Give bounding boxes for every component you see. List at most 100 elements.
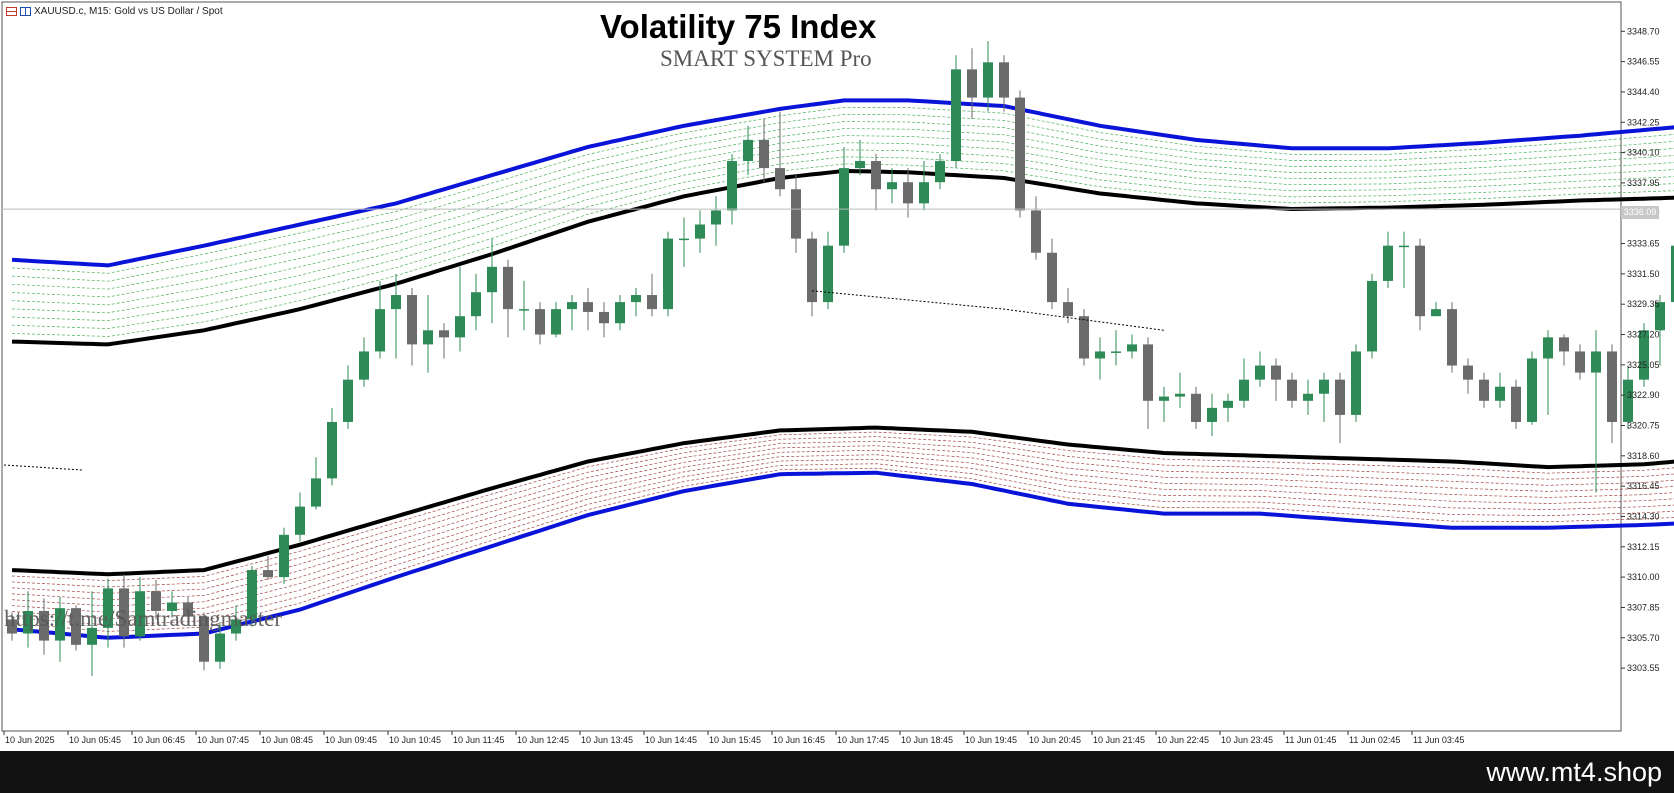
candle-body [391,295,401,310]
y-tick-label: 3307.85 [1627,602,1660,612]
y-tick-label: 3327.20 [1627,330,1660,340]
candle-body [1175,393,1185,397]
candle-body [1111,351,1121,353]
candle-body [455,316,465,338]
candle-body [823,245,833,303]
candle-body [983,62,993,98]
candle-body [1447,309,1457,366]
chart-type-icon[interactable] [20,7,31,16]
candle-body [311,478,321,507]
y-tick-label: 3342.25 [1627,117,1660,127]
candle-body [1239,379,1249,401]
candle-body [567,302,577,310]
candle-body [1655,302,1665,331]
y-tick-label: 3340.10 [1627,148,1660,158]
y-tick-label: 3314.30 [1627,511,1660,521]
upper-band-line [11,98,1674,268]
x-tick-label: 10 Jun 16:45 [773,735,825,745]
candle-body [1191,393,1201,422]
candle-body [631,295,641,303]
candle-body [951,69,961,162]
x-tick-label: 11 Jun 02:45 [1349,735,1400,745]
y-tick-label: 3322.90 [1627,390,1660,400]
candle-body [87,627,97,645]
plot-frame [1,1,1622,732]
upper-band-fill-line [11,121,1674,290]
candle-body [215,633,225,662]
lower-band-fill-line [11,436,1674,588]
candle-body [599,311,609,324]
y-tick-label: 3320.75 [1627,420,1660,430]
candle-body [1543,337,1553,359]
dotted-line [3,464,83,471]
candle-body [135,591,145,637]
footer-site-link[interactable]: www.mt4.shop [1486,757,1662,787]
x-tick-label: 10 Jun 11:45 [453,735,504,745]
candle-body [1287,379,1297,401]
candle-body [1607,351,1617,422]
candle-body [1159,396,1169,401]
x-tick-label: 10 Jun 13:45 [581,735,633,745]
candle-body [471,292,481,317]
upper-band-fill-line [11,107,1674,274]
lower-band-fill-line [11,431,1674,581]
candle-body [343,379,353,422]
candle-body [167,602,177,611]
candle-body [871,161,881,190]
watermark-link: https://t.me/Samtradingmaster [4,606,282,631]
candle-body [999,62,1009,98]
x-tick-label: 10 Jun 18:45 [901,735,953,745]
candle-body [887,182,897,190]
candle-body [439,330,449,338]
candle-body [935,161,945,183]
candle-body [919,182,929,204]
x-tick-label: 10 Jun 12:45 [517,735,569,745]
candle-body [1223,400,1233,408]
price-chart[interactable]: 3348.70 3346.55 3344.40 3342.25 3340.10 3337.… [0,0,1674,751]
candle-body [1559,337,1569,352]
y-tick-label: 3348.70 [1627,26,1660,36]
candle-body [375,309,385,352]
y-tick-label: 3331.50 [1627,269,1660,279]
y-tick-label: 3303.55 [1627,663,1660,673]
lower-band-fill-line [11,467,1674,632]
candle-body [1575,351,1585,373]
candle-body [1511,386,1521,422]
candle-body [279,534,289,578]
candle-body [1079,316,1089,359]
candle-body [55,608,65,641]
candle-body [103,588,113,628]
candle-body [1399,245,1409,248]
candle-body [423,330,433,345]
candle-body [1127,344,1137,352]
dotted-line [811,290,1165,331]
x-tick-label: 11 Jun 01:45 [1285,735,1336,745]
candle-body [1351,351,1361,415]
candle-body [535,309,545,335]
candle-body [551,309,561,335]
y-tick-label: 3316.45 [1627,481,1660,491]
x-tick-label: 10 Jun 14:45 [645,735,697,745]
lower-band-fill-line [11,458,1674,620]
candle-body [1671,245,1674,303]
candle-body [1383,245,1393,281]
candle-body [519,309,529,311]
candle-body [1031,210,1041,253]
candle-body [1591,351,1601,373]
candle-body [583,302,593,312]
y-tick-label: 3325.05 [1627,360,1660,370]
x-tick-label: 10 Jun 06:45 [133,735,185,745]
candle-body [1495,386,1505,401]
x-tick-label: 10 Jun 08:45 [261,735,313,745]
candle-body [503,266,513,310]
candle-body [199,616,209,662]
y-tick-label: 3333.65 [1627,239,1660,249]
lower-band-fill-line [11,449,1674,607]
candle-body [775,168,785,190]
candle-body [1143,344,1153,401]
candle-body [679,238,689,241]
candle-body [711,210,721,225]
footer-bar: www.mt4.shop [0,751,1674,793]
chart-menu-icon[interactable] [6,7,17,16]
x-tick-label: 10 Jun 19:45 [965,735,1017,745]
